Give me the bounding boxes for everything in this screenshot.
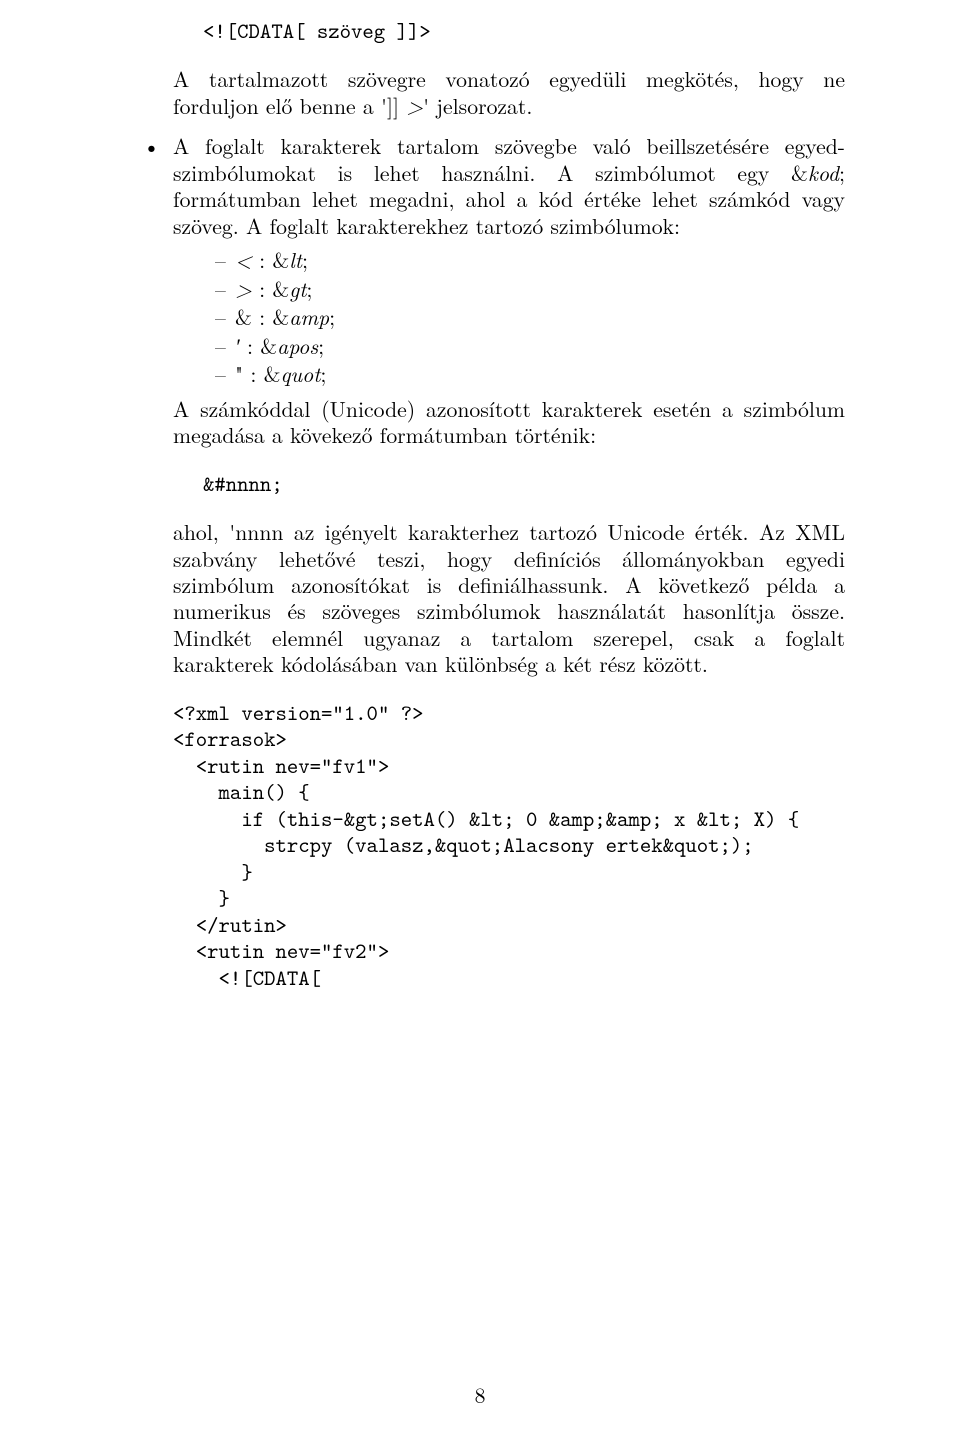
sym-right: gt (289, 274, 306, 304)
text: A foglalt karakterek tartalom szövegbe v… (173, 131, 845, 187)
bullet-item-entities: • A foglalt karakterek tartalom szövegbe… (115, 133, 845, 239)
xml-example: <?xml version="1.0" ?> <forrasok> <rutin… (173, 700, 845, 991)
code-line: } (173, 883, 230, 912)
sym-left: > (235, 274, 252, 304)
bullet-body: A foglalt karakterek tartalom szövegbe v… (173, 133, 845, 239)
code-line: <![CDATA[ (173, 963, 321, 992)
code-line: <forrasok> (173, 724, 287, 753)
cdata-example: <![CDATA[ szöveg ]]> (203, 18, 845, 44)
text: ' jelsorozat. (423, 91, 532, 121)
sym-right: amp (289, 302, 329, 332)
sym-left: < (235, 245, 252, 275)
paragraph-cdata-note: A tartalmazott szövegre vonatozó egyedül… (173, 66, 845, 119)
code-nnnn: &#nnnn; (203, 471, 845, 497)
code-line: } (173, 857, 253, 886)
page: <![CDATA[ szöveg ]]> A tartalmazott szöv… (0, 0, 960, 1440)
bullet-marker: • (115, 133, 173, 159)
paragraph-unicode-intro: A számkóddal (Unicode) azonosított karak… (173, 396, 845, 449)
sym-right: quot (280, 359, 320, 389)
paragraph-unicode-body: ahol, 'nnnn az igényelt karakterhez tart… (173, 519, 845, 678)
sym-left: ′ (235, 331, 240, 361)
sym-left: & (235, 302, 252, 332)
code-line: <rutin nev="fv1"> (173, 751, 389, 780)
list-item: < : &lt; (215, 247, 845, 273)
list-item: " : &quot; (215, 361, 845, 387)
gt-symbol: > (406, 91, 423, 121)
code-line: <?xml version="1.0" ?> (173, 698, 424, 727)
list-item: ′ : &apos; (215, 333, 845, 359)
code-line: main() { (173, 777, 310, 806)
sym-right: lt (289, 245, 302, 275)
sym-right: apos (277, 331, 318, 361)
list-item: & : &amp; (215, 304, 845, 330)
code-line: </rutin> (173, 910, 287, 939)
sym-left: " (235, 359, 243, 389)
code-line: strcpy (valasz,&quot;Alacsony ertek&quot… (173, 830, 754, 859)
code-line: <rutin nev="fv2"> (173, 936, 389, 965)
list-item: > : &gt; (215, 276, 845, 302)
page-number: 8 (0, 1382, 960, 1408)
code-line: if (this-&gt;setA() &lt; 0 &amp;&amp; x … (173, 804, 799, 833)
entity-symbol-list: < : &lt; > : &gt; & : &amp; ′ : &apos; "… (215, 247, 845, 387)
